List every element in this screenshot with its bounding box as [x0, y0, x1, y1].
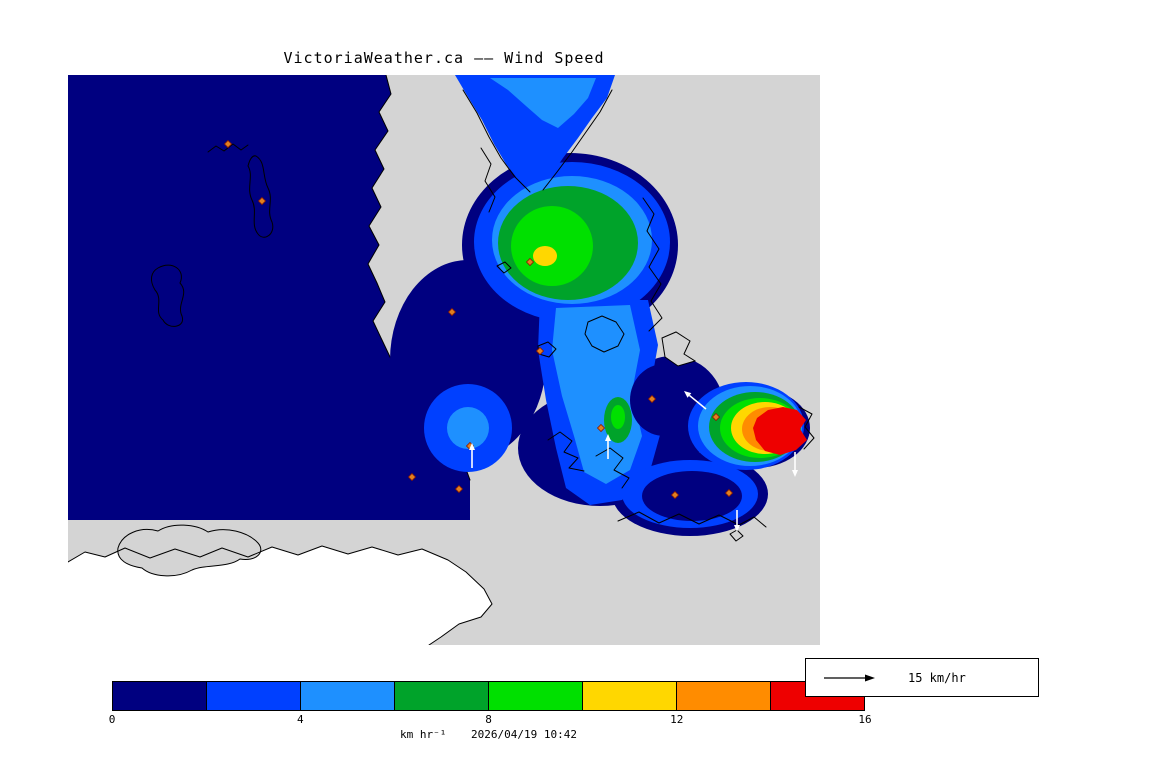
colorbar-tick: 4 — [296, 713, 304, 726]
station-markers — [223, 139, 734, 500]
station-marker — [711, 412, 721, 422]
wind-arrow — [605, 434, 611, 459]
wind-arrow — [684, 391, 707, 410]
station-marker — [223, 139, 233, 149]
units-label: km hr⁻¹ — [400, 728, 447, 741]
station-marker — [454, 484, 464, 494]
station-marker — [596, 423, 606, 433]
reference-speed-label: 15 km/hr — [908, 670, 966, 685]
map-area — [68, 75, 820, 645]
inland-water-outline — [117, 524, 262, 577]
station-marker — [407, 472, 417, 482]
wind-arrow — [469, 443, 475, 468]
colorbar-tick: 8 — [485, 713, 492, 726]
colorbar-tick: 16 — [858, 713, 872, 726]
contour-level-0-pockets — [630, 364, 742, 521]
plot-title: VictoriaWeather.ca —— Wind Speed — [283, 49, 605, 67]
timestamp: 2026/04/19 10:42 — [471, 728, 577, 741]
colorbar-segment-5 — [583, 682, 677, 710]
station-marker — [447, 307, 457, 317]
station-marker — [257, 196, 267, 206]
reference-arrow-icon — [824, 674, 875, 681]
contour-east-maximum — [688, 382, 807, 470]
colorbar-segment-1 — [207, 682, 301, 710]
contour-central-maximum — [498, 186, 638, 443]
ocean-region — [68, 75, 470, 520]
colorbar-segment-6 — [677, 682, 771, 710]
colorbar-units-line: km hr⁻¹ 2026/04/19 10:42 — [112, 728, 865, 741]
wind-arrow — [792, 452, 798, 477]
wind-arrow — [734, 510, 740, 532]
colorbar-segment-3 — [395, 682, 489, 710]
colorbar-ticks: 0 4 8 12 16 — [108, 713, 872, 727]
station-marker — [724, 488, 734, 498]
vector-legend: 15 km/hr — [805, 658, 1039, 697]
station-marker — [525, 257, 535, 267]
colorbar-segment-4 — [489, 682, 583, 710]
colorbar — [112, 681, 865, 711]
station-marker — [647, 394, 657, 404]
colorbar-tick: 12 — [670, 713, 684, 726]
wind-arrows — [469, 391, 798, 532]
station-marker — [670, 490, 680, 500]
colorbar-segment-0 — [113, 682, 207, 710]
colorbar-tick: 0 — [108, 713, 116, 726]
station-marker — [535, 346, 545, 356]
south-coastline — [68, 545, 493, 645]
colorbar-segment-2 — [301, 682, 395, 710]
